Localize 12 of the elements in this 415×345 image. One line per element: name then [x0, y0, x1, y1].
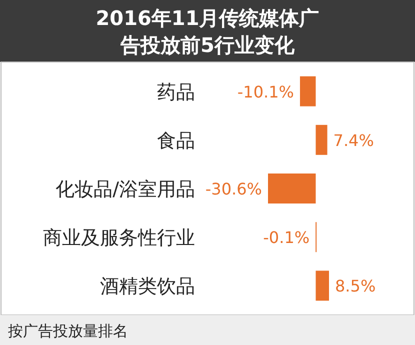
y-tick-label: 化妆品/浴室用品 [56, 178, 195, 200]
data-label: 8.5% [335, 276, 376, 296]
y-tick-label: 食品 [157, 130, 195, 152]
chart-title: 2016年11月传统媒体广告投放前5行业变化 [96, 6, 320, 57]
data-label: 7.4% [333, 130, 374, 150]
data-label: -10.1% [237, 82, 294, 102]
y-tick-label: 商业及服务性行业 [43, 227, 195, 250]
data-label: -30.6% [205, 180, 262, 198]
y-tick-label: 药品 [157, 81, 195, 104]
text: 按广告投放量排名 [8, 322, 128, 340]
data-label: -0.1% [263, 228, 310, 248]
y-tick-label: 酒精类饮品 [100, 276, 195, 298]
